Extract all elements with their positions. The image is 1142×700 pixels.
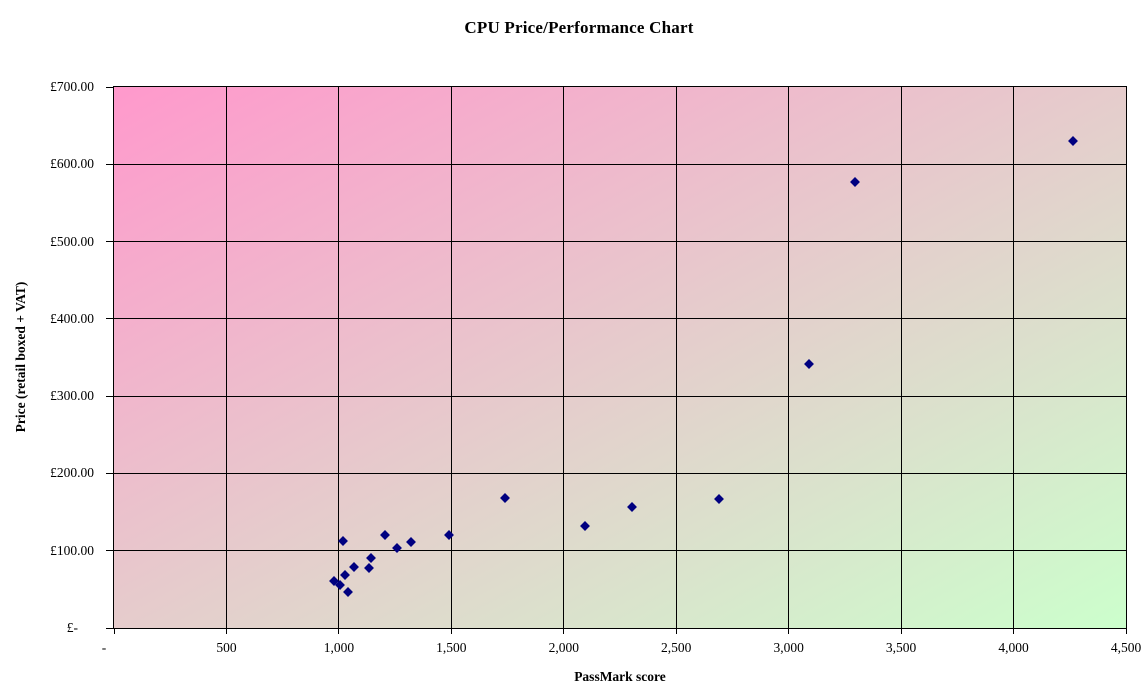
y-axis-tick-mark <box>106 395 113 397</box>
horizontal-gridline <box>114 395 1126 397</box>
x-axis-tick-label: 1,500 <box>436 640 467 655</box>
y-axis-tick-label: £600.00 <box>50 156 94 172</box>
x-axis-tick-mark <box>788 629 790 634</box>
data-point-diamond <box>338 536 349 547</box>
x-axis-tick-label: 4,000 <box>998 640 1029 655</box>
x-axis-tick-label: 3,500 <box>885 640 917 655</box>
x-axis-tick-label: 2,500 <box>661 640 692 655</box>
x-axis-tick-mark <box>338 629 340 634</box>
x-axis-tick-mark <box>113 629 115 634</box>
data-point-diamond <box>580 521 591 531</box>
x-axis-tick-mark <box>225 629 227 634</box>
y-axis-tick-mark <box>106 627 113 629</box>
y-axis-title: Price (retail boxed + VAT) <box>13 281 28 433</box>
horizontal-gridline <box>114 318 1126 320</box>
chart-title: CPU Price/Performance Chart <box>464 18 694 37</box>
horizontal-gridline <box>114 163 1126 165</box>
data-point-diamond <box>366 552 377 563</box>
plot-area <box>106 86 1127 634</box>
horizontal-gridline <box>114 550 1126 552</box>
data-point-diamond <box>342 586 353 597</box>
data-point-diamond <box>339 570 350 581</box>
vertical-gridline <box>225 87 227 628</box>
x-axis-tick-mark <box>563 629 565 634</box>
data-point-diamond <box>348 561 359 572</box>
x-axis-tick-label: 500 <box>216 640 237 655</box>
x-axis-tick-label: 2,000 <box>548 640 579 655</box>
data-point-diamond <box>380 530 390 541</box>
x-axis-title: PassMark score <box>574 669 666 684</box>
data-point-diamond <box>405 537 416 548</box>
x-axis-tick-mark <box>675 629 677 634</box>
y-axis-tick-label: £500.00 <box>50 233 94 249</box>
data-point-diamond <box>392 543 403 554</box>
y-axis-tick-mark <box>106 550 113 552</box>
y-axis-tick-label: £300.00 <box>50 388 94 404</box>
vertical-gridline <box>788 87 790 628</box>
data-point-diamond <box>627 502 638 513</box>
x-axis-tick-label: 4,500 <box>1110 640 1142 655</box>
y-axis-tick-mark <box>106 318 113 320</box>
data-point-diamond <box>500 493 511 504</box>
data-point-diamond <box>803 358 814 369</box>
x-axis-tick-mark <box>900 629 902 634</box>
data-point-diamond <box>364 562 375 573</box>
y-axis-tick-label: £100.00 <box>50 542 94 558</box>
y-axis-tick-mark <box>106 86 113 88</box>
data-point-diamond <box>335 580 345 591</box>
y-axis-tick-label: £400.00 <box>50 310 94 326</box>
x-axis-tick-label: - <box>101 640 107 655</box>
vertical-gridline <box>1013 87 1015 628</box>
x-axis-tick-mark <box>1013 629 1015 634</box>
vertical-gridline <box>563 87 565 628</box>
data-point-diamond <box>850 177 860 187</box>
y-axis-tick-label: £200.00 <box>50 465 94 481</box>
y-axis-tick-label: £700.00 <box>50 79 94 94</box>
x-axis-tick-mark <box>1125 629 1127 634</box>
y-axis-tick-mark <box>106 472 113 474</box>
vertical-gridline <box>900 87 902 628</box>
y-axis-tick-mark <box>106 163 113 165</box>
vertical-gridline <box>450 87 452 628</box>
horizontal-gridline <box>114 472 1126 474</box>
y-axis-tick-mark <box>106 241 113 243</box>
data-point-diamond <box>713 493 724 504</box>
x-axis-tick-label: 1,000 <box>323 640 355 655</box>
vertical-gridline <box>338 87 340 628</box>
x-axis-tick-label: 3,000 <box>773 640 804 655</box>
horizontal-gridline <box>114 241 1126 243</box>
data-point-diamond <box>444 530 455 541</box>
y-axis-tick-label: £- <box>66 620 78 635</box>
vertical-gridline <box>675 87 677 628</box>
data-point-diamond <box>1068 136 1079 147</box>
x-axis-tick-mark <box>450 629 452 634</box>
